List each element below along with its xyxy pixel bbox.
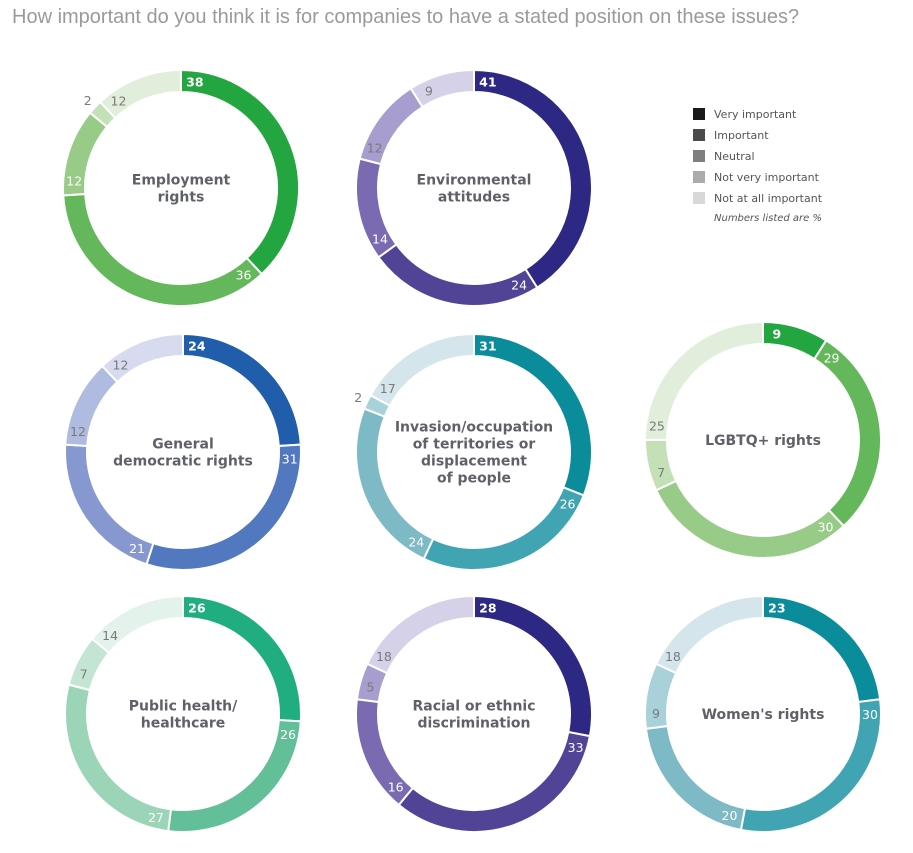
data-label: 25 [649, 419, 665, 434]
data-label: 30 [818, 519, 834, 534]
donut-center-label: Invasion/occupation [395, 420, 553, 436]
data-label: 2 [354, 390, 362, 405]
data-label: 12 [70, 424, 86, 439]
data-label: 5 [367, 679, 375, 694]
data-label: 24 [408, 535, 424, 550]
donut-segment [355, 698, 415, 807]
donut-segment [813, 338, 882, 528]
data-label: 26 [280, 727, 296, 742]
donut-center-label: Racial or ethnic [412, 699, 535, 715]
data-label: 26 [560, 496, 576, 511]
data-label: 36 [236, 267, 252, 282]
data-label: 17 [380, 381, 396, 396]
data-label: 28 [479, 600, 496, 615]
data-label: 2 [84, 93, 92, 108]
donut-center-label: Public health/ [129, 699, 238, 715]
donut-segment [90, 594, 184, 655]
legend-label: Important [714, 129, 769, 142]
donut-center-label: Employment [132, 173, 231, 189]
donut-5: 26 26 27 7 14 Public health/healthcare [64, 594, 302, 833]
donut-segment [100, 332, 184, 384]
legend-note: Numbers listed are % [714, 213, 822, 224]
donut-segment [62, 192, 264, 307]
donut-center-label: LGBTQ+ rights [705, 433, 821, 449]
donut-center-label: discrimination [417, 716, 530, 732]
data-label: 23 [768, 600, 785, 615]
legend-swatch [693, 150, 705, 162]
data-label: 20 [722, 808, 738, 823]
donut-segment [643, 320, 764, 441]
donut-segment [409, 68, 475, 109]
donut-segment [365, 594, 475, 675]
donut-segment [377, 243, 539, 307]
data-label: 12 [367, 141, 383, 156]
donut-center-label: Environmental [417, 173, 532, 189]
data-label: 26 [188, 600, 206, 615]
data-label: 18 [665, 649, 681, 664]
data-label: 31 [479, 338, 496, 353]
data-label: 14 [372, 232, 388, 247]
legend-swatch [693, 108, 705, 120]
donut-center-label: of people [437, 471, 511, 487]
donut-segment [654, 479, 846, 559]
data-label: 31 [282, 452, 298, 467]
legend-label: Very important [714, 108, 797, 121]
donut-center-label: of territories or [413, 437, 536, 453]
donut-segment [369, 332, 475, 408]
data-label: 24 [188, 338, 206, 353]
donut-center-label: healthcare [141, 716, 226, 732]
data-label: 33 [568, 740, 584, 755]
donut-segment [654, 594, 764, 675]
legend-swatch [693, 171, 705, 183]
donut-center-label: displacement [421, 454, 527, 470]
page-title: How important do you think it is for com… [12, 6, 800, 28]
legend-label: Not very important [714, 171, 820, 184]
data-label: 7 [657, 465, 665, 480]
data-label: 29 [824, 350, 840, 365]
legend-label: Not at all important [714, 192, 823, 205]
data-label: 14 [102, 628, 118, 643]
legend-swatch [693, 129, 705, 141]
data-label: 12 [113, 358, 129, 373]
donut-center-label: democratic rights [113, 454, 253, 470]
legend: Very important Important Neutral Not very i… [693, 108, 823, 224]
donut-7: 23 30 20 9 18 Women's rights [644, 594, 882, 833]
donut-center-label: Women's rights [702, 707, 825, 723]
donut-center-label: attitudes [438, 190, 510, 206]
data-label: 12 [66, 173, 82, 188]
donut-segment [98, 68, 182, 120]
data-label: 18 [376, 649, 392, 664]
data-label: 12 [111, 94, 127, 109]
data-label: 30 [862, 707, 878, 722]
data-label: 21 [129, 541, 145, 556]
legend-label: Neutral [714, 150, 755, 163]
data-label: 9 [773, 326, 782, 341]
donut-4: 9 29 30 7 25 LGBTQ+ rights [643, 320, 882, 559]
donut-segment [397, 730, 592, 833]
donut-center-label: General [152, 437, 214, 453]
data-label: 38 [186, 74, 203, 89]
data-label: 9 [425, 83, 433, 98]
donut-center-label: rights [158, 190, 205, 206]
legend-swatch [693, 192, 705, 204]
data-label: 7 [80, 667, 88, 682]
data-label: 24 [511, 278, 527, 293]
data-label: 27 [148, 810, 164, 825]
data-label: 9 [652, 706, 660, 721]
donut-segment [644, 662, 678, 730]
data-label: 41 [479, 74, 496, 89]
data-label: 16 [388, 779, 404, 794]
